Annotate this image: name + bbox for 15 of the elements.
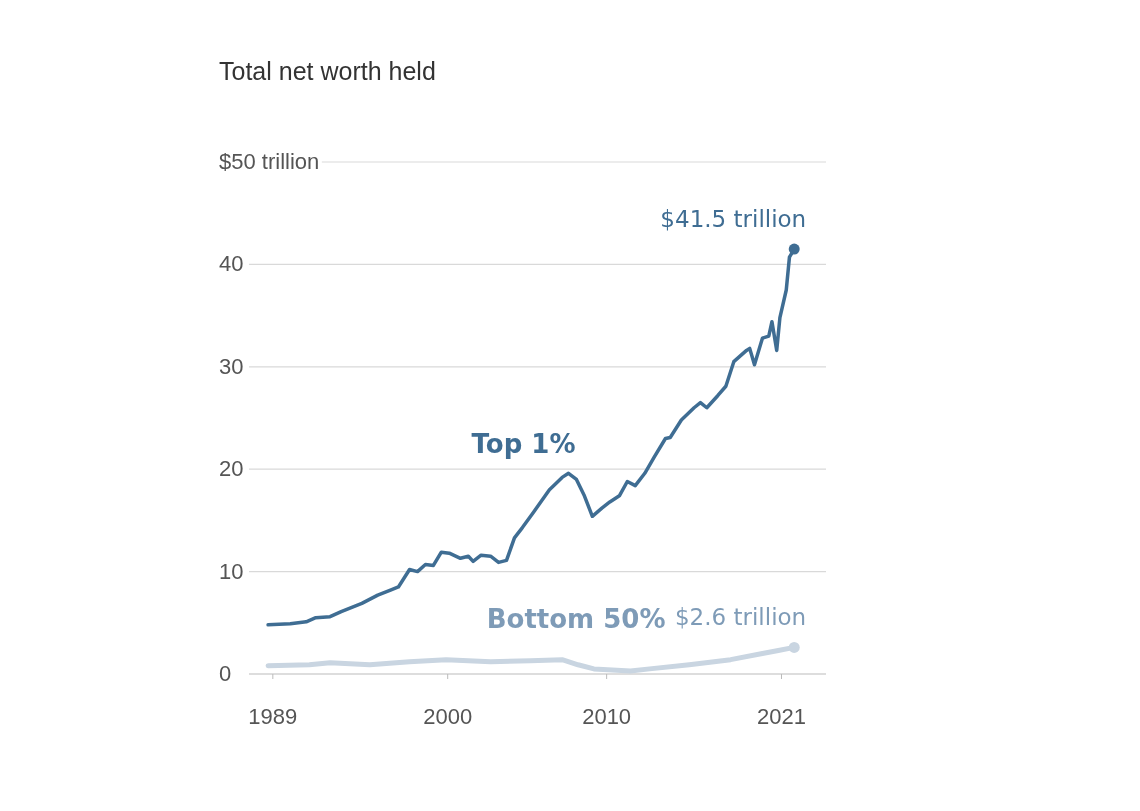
x-tick-label: 2021 (757, 704, 806, 729)
chart-title: Total net worth held (219, 57, 436, 85)
y-tick-label: 40 (219, 251, 244, 277)
y-tick-label: 0 (219, 661, 232, 686)
x-tick-label: 2010 (582, 704, 632, 729)
series-label: Top 1% (471, 429, 576, 460)
series-label: Bottom 50% (486, 603, 666, 634)
y-tick-label: 20 (219, 456, 244, 482)
annotation: $41.5 trillion (660, 206, 807, 233)
y-tick-label: 30 (219, 353, 244, 379)
y-tick-label: $50 trillion (219, 149, 320, 174)
x-tick-label: 2000 (423, 704, 473, 729)
y-tick-label: 10 (219, 558, 244, 584)
annotation: $2.6 trillion (674, 604, 807, 631)
x-tick-label: 1989 (248, 704, 298, 729)
